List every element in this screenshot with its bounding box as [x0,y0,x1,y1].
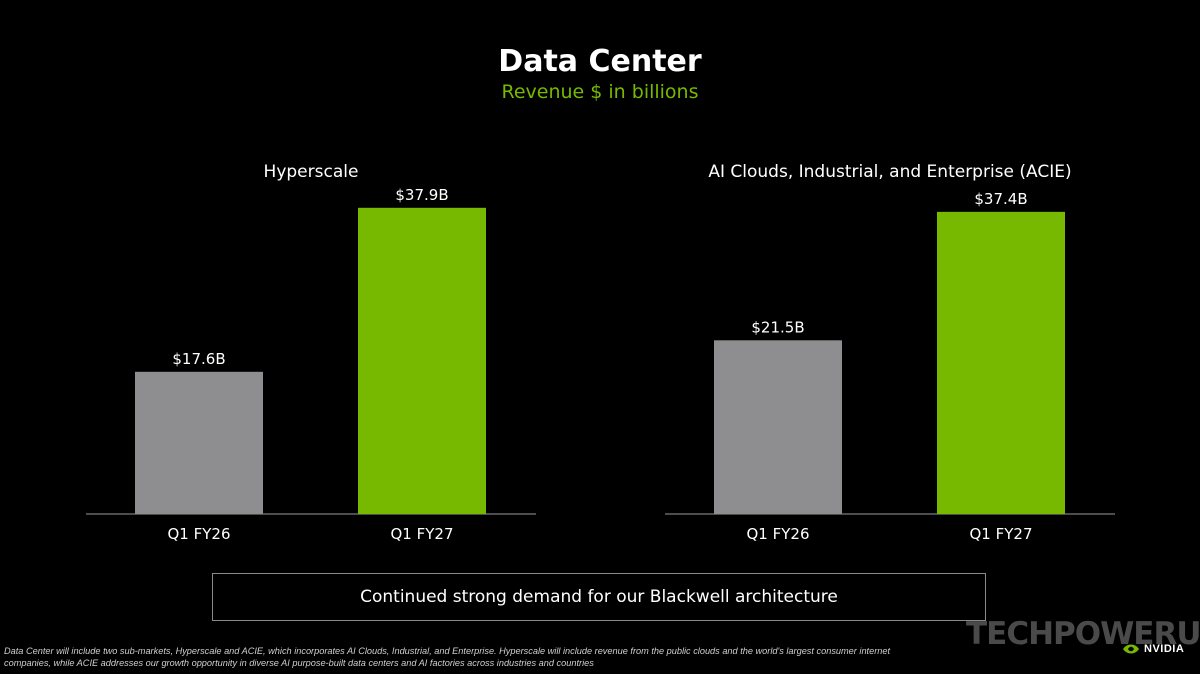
brand-name: NVIDIA [1144,643,1185,655]
hyperscale-panel-title: Hyperscale [263,162,359,182]
x-tick-label: Q1 FY27 [391,525,454,543]
hyperscale-chart: $17.6B Q1 FY26 $37.9B Q1 FY27 [86,186,536,543]
chart-title: Data Center [498,44,702,79]
nvidia-eye-icon [1123,644,1139,654]
acie-panel: AI Clouds, Industrial, and Enterprise (A… [665,160,1115,560]
footnote: Data Center will include two sub-markets… [4,646,891,668]
data-label: $37.9B [395,186,448,204]
data-label: $21.5B [751,318,804,336]
bar-q1-fy26 [714,340,842,514]
x-tick-label: Q1 FY26 [747,525,810,543]
x-tick-label: Q1 FY26 [168,525,231,543]
hyperscale-panel: Hyperscale $17.6B Q1 FY26 $37.9B Q1 FY27 [86,160,536,560]
acie-chart: $21.5B Q1 FY26 $37.4B Q1 FY27 [665,190,1115,543]
chart-subtitle: Revenue $ in billions [501,81,699,103]
data-label: $17.6B [172,350,225,368]
bar-q1-fy26 [135,371,263,514]
brand-logo: NVIDIA [1122,643,1184,655]
bar-q1-fy27 [937,211,1065,515]
x-tick-label: Q1 FY27 [970,525,1033,543]
data-label: $37.4B [974,190,1027,208]
acie-panel-title: AI Clouds, Industrial, and Enterprise (A… [708,162,1072,182]
callout-box: Continued strong demand for our Blackwel… [212,573,986,621]
bar-q1-fy27 [358,207,486,514]
watermark-logo: TECHPOWERUP [966,616,1200,652]
